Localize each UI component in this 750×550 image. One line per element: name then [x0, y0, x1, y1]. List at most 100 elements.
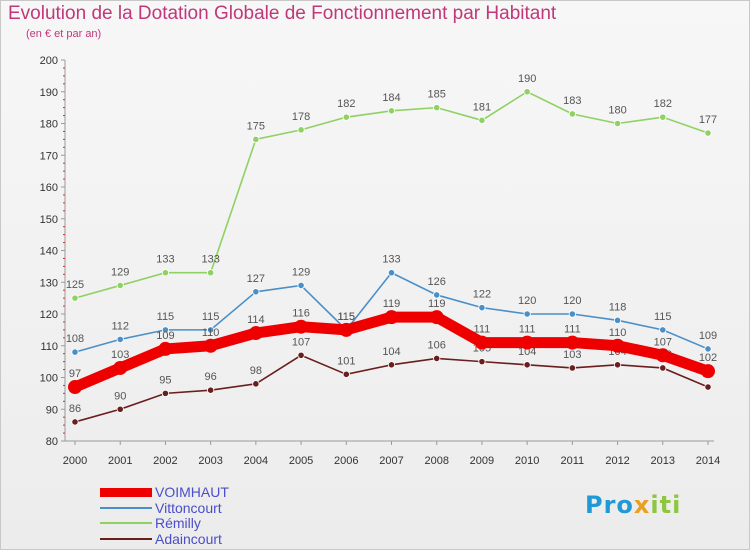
- data-label: 129: [111, 266, 129, 278]
- data-point: [655, 348, 670, 363]
- y-tick-label: 150: [40, 214, 58, 226]
- legend-item-remilly: Rémilly: [100, 515, 201, 531]
- y-tick-label: 200: [40, 55, 58, 67]
- y-tick-label: 170: [40, 150, 58, 162]
- data-point: [113, 360, 128, 375]
- data-label: 110: [609, 327, 627, 339]
- data-label: 107: [292, 336, 310, 348]
- data-point: [207, 269, 215, 277]
- legend-swatch: [100, 522, 152, 524]
- data-point: [659, 326, 667, 334]
- data-label: 111: [519, 324, 536, 336]
- series-voimhaut: 97 103 109 110 114 116 115 119 119 111 111 111 110 10…: [68, 298, 717, 395]
- data-point: [520, 335, 535, 350]
- data-point: [384, 310, 399, 325]
- data-point: [478, 304, 486, 312]
- data-label: 126: [428, 276, 446, 288]
- x-tick-label: 2004: [244, 455, 268, 467]
- x-tick-label: 2009: [470, 455, 494, 467]
- data-label: 112: [111, 320, 129, 332]
- data-point: [339, 322, 354, 337]
- data-label: 120: [518, 295, 536, 307]
- data-point: [161, 389, 170, 397]
- data-point: [613, 316, 622, 324]
- data-point: [478, 358, 486, 366]
- data-point: [252, 288, 260, 296]
- y-tick-label: 80: [46, 436, 58, 448]
- y-tick-label: 160: [40, 182, 58, 194]
- y-tick-label: 100: [40, 373, 58, 385]
- x-tick-label: 2006: [334, 455, 358, 467]
- data-point: [565, 335, 580, 350]
- data-label: 111: [564, 324, 581, 336]
- data-label: 118: [609, 301, 627, 313]
- data-point: [161, 269, 170, 277]
- data-label: 108: [66, 333, 84, 345]
- data-label: 107: [654, 336, 672, 348]
- data-label: 127: [247, 273, 265, 285]
- data-point: [71, 418, 79, 426]
- series-vittoncourt: 108 112 115 115 127 129 115 133 126 122 120 120 118 1…: [66, 254, 717, 356]
- data-point: [568, 310, 576, 318]
- data-point: [659, 364, 667, 372]
- data-point: [252, 135, 260, 143]
- y-tick-label: 180: [40, 119, 58, 131]
- data-point: [71, 294, 79, 302]
- x-tick-label: 2003: [198, 455, 222, 467]
- data-label: 98: [250, 365, 262, 377]
- data-point: [568, 364, 576, 372]
- data-label: 90: [114, 390, 126, 402]
- data-label: 120: [563, 295, 581, 307]
- chart-subtitle: (en € et par an): [26, 28, 102, 40]
- data-point: [433, 104, 441, 112]
- series-r-milly: 125 129 133 133 175 178 182 184 185 181 190 183 180 1…: [66, 73, 717, 302]
- data-label: 119: [428, 298, 446, 310]
- data-label: 95: [159, 374, 171, 386]
- data-label: 184: [382, 92, 400, 104]
- data-point: [523, 88, 531, 96]
- chart-title: Evolution de la Dotation Globale de Fonc…: [8, 3, 557, 24]
- legend-item-adaincourt: Adaincourt: [100, 531, 222, 547]
- data-point: [474, 335, 489, 350]
- data-label: 181: [473, 101, 491, 113]
- x-tick-label: 2014: [696, 455, 720, 467]
- data-label: 122: [473, 289, 491, 301]
- data-point: [203, 338, 218, 353]
- legend-label: Adaincourt: [155, 531, 222, 547]
- y-tick-label: 130: [40, 277, 58, 289]
- data-point: [252, 380, 260, 388]
- data-label: 115: [338, 311, 356, 323]
- data-label: 115: [654, 311, 672, 323]
- data-label: 115: [202, 311, 220, 323]
- data-point: [116, 405, 124, 413]
- data-point: [523, 310, 531, 318]
- x-tick-label: 2005: [289, 455, 313, 467]
- series-line: [74, 90, 709, 299]
- data-label: 119: [383, 298, 401, 310]
- x-tick-label: 2008: [424, 455, 448, 467]
- data-point: [701, 364, 715, 379]
- y-tick-label: 140: [40, 246, 58, 258]
- data-label: 190: [518, 73, 536, 85]
- data-point: [610, 338, 625, 353]
- data-label: 133: [156, 254, 174, 266]
- data-label: 103: [111, 349, 129, 361]
- data-point: [478, 116, 486, 124]
- y-tick-label: 90: [46, 404, 58, 416]
- x-tick-label: 2011: [561, 455, 585, 467]
- proxiti-logo: Proxiti: [585, 491, 681, 519]
- data-point: [342, 113, 350, 121]
- data-label: 111: [474, 324, 491, 336]
- data-label: 115: [338, 311, 356, 323]
- data-point: [613, 361, 622, 369]
- data-point: [294, 319, 309, 334]
- data-label: 133: [382, 254, 400, 266]
- data-label: 86: [69, 403, 81, 415]
- legend-swatch: [100, 538, 152, 540]
- data-point: [387, 107, 396, 115]
- data-point: [659, 113, 667, 121]
- data-point: [613, 119, 622, 128]
- data-label: 101: [337, 355, 355, 367]
- y-tick-label: 190: [40, 87, 58, 99]
